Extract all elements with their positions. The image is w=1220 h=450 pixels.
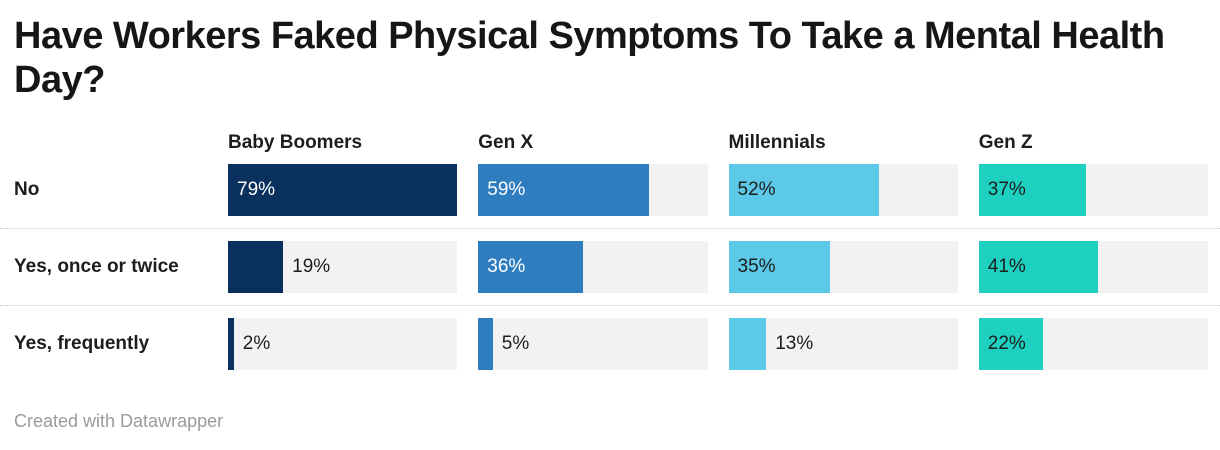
bar-value-label: 5%: [501, 333, 530, 354]
bar-track-gen-z: 22%: [978, 318, 1208, 370]
bar-value-label: 52%: [737, 179, 776, 200]
bar-value-label: 59%: [487, 179, 526, 200]
row-label-yes-once-or-twice: Yes, once or twice: [14, 256, 179, 277]
chart-rows: No 79% 59% 52% 37% Yes, once or twice 19% 36% 35…: [0, 164, 1220, 370]
column-header-gen-z: Gen Z: [978, 132, 1033, 153]
datawrapper-credit-link[interactable]: Created with Datawrapper: [14, 411, 224, 431]
bar-track-gen-x: 36%: [478, 241, 708, 293]
bar-track-millennials: 13%: [728, 318, 958, 370]
chart-row-yes-frequently: Yes, frequently 2% 5% 13% 22%: [14, 318, 1208, 370]
row-label-spacer: [14, 131, 207, 155]
bar-fill-gen-x: [478, 164, 650, 216]
bar-track-gen-x: 5%: [478, 318, 708, 370]
bar-value-label: 36%: [487, 256, 526, 277]
bar-fill-gen-z: [978, 164, 1087, 216]
bar-track-gen-z: 41%: [978, 241, 1208, 293]
chart-footer: Created with Datawrapper: [14, 411, 1208, 432]
bar-track-millennials: 52%: [728, 164, 958, 216]
column-headers: Baby Boomers Gen X Millennials Gen Z: [14, 131, 1208, 155]
bar-fill-gen-z: [978, 241, 1098, 293]
bar-fill-gen-x: [478, 241, 583, 293]
bar-value-label: 41%: [987, 256, 1026, 277]
bar-value-label: 79%: [237, 179, 276, 200]
bar-value-label: 19%: [292, 256, 331, 277]
bar-track-millennials: 35%: [728, 241, 958, 293]
bar-track-baby-boomers: 79%: [228, 164, 458, 216]
column-header-baby-boomers: Baby Boomers: [228, 132, 363, 153]
bar-fill-baby-boomers: [228, 164, 458, 216]
chart-title: Have Workers Faked Physical Symptoms To …: [14, 15, 1165, 101]
bar-value-label: 2%: [242, 333, 271, 354]
bar-track-gen-x: 59%: [478, 164, 708, 216]
bar-track-gen-z: 37%: [978, 164, 1208, 216]
bar-value-label: 37%: [987, 179, 1026, 200]
column-header-millennials: Millennials: [728, 132, 826, 153]
column-header-gen-x: Gen X: [478, 132, 534, 153]
bar-fill-gen-z: [978, 318, 1043, 370]
row-separator: [0, 305, 1220, 306]
chart-row-yes-once-or-twice: Yes, once or twice 19% 36% 35% 41%: [14, 241, 1208, 293]
bar-fill-gen-x: [478, 318, 493, 370]
bar-track-baby-boomers: 2%: [228, 318, 458, 370]
bar-track-baby-boomers: 19%: [228, 241, 458, 293]
row-separator: [0, 228, 1220, 229]
bar-value-label: 35%: [737, 256, 776, 277]
bar-fill-millennials: [728, 318, 767, 370]
bar-fill-millennials: [728, 241, 831, 293]
row-label-yes-frequently: Yes, frequently: [14, 333, 150, 354]
bar-fill-millennials: [728, 164, 880, 216]
bar-value-label: 22%: [987, 333, 1026, 354]
bar-fill-baby-boomers: [228, 318, 234, 370]
bar-value-label: 13%: [775, 333, 814, 354]
chart-row-no: No 79% 59% 52% 37%: [14, 164, 1208, 216]
bar-fill-baby-boomers: [228, 241, 284, 293]
row-label-no: No: [14, 179, 40, 200]
